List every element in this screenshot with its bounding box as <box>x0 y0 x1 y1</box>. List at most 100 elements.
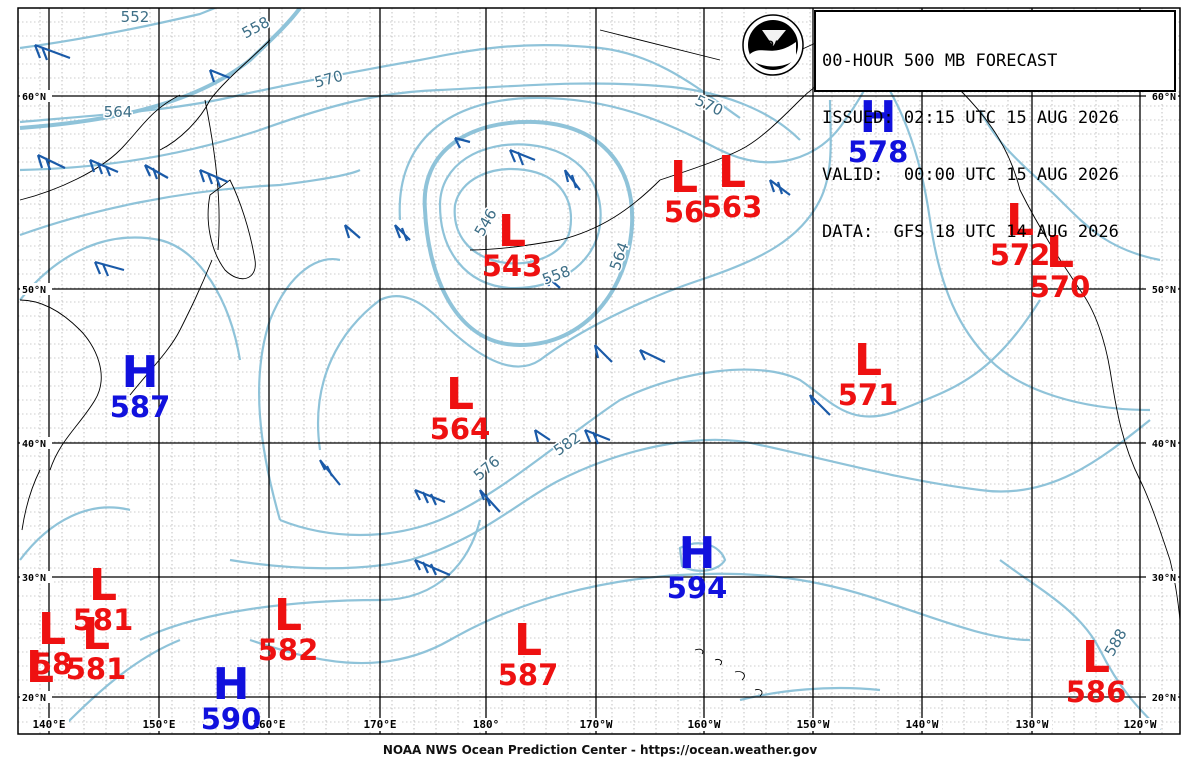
center-value: 581 <box>66 652 127 686</box>
center-letter: H <box>122 347 159 398</box>
longitude-label: 150°E <box>142 718 175 731</box>
contour-576b <box>258 258 341 521</box>
contour-552 <box>19 8 216 50</box>
kamchatka-coast <box>159 39 271 280</box>
wind-barb <box>319 459 341 486</box>
sakhalin-coast <box>179 99 220 331</box>
latitude-label: 50°N <box>22 285 46 296</box>
low-pressure-center: L56 <box>664 152 704 229</box>
wind-barb <box>563 169 581 191</box>
contour-564b <box>398 59 881 221</box>
wind-barb <box>343 224 361 239</box>
wind-barb <box>454 136 471 149</box>
wind-barb <box>414 558 451 577</box>
longitude-label: 170°W <box>579 718 612 731</box>
contour-label: 570 <box>313 67 345 92</box>
wind-barb <box>88 158 119 177</box>
longitude-labels: 140°E 150°E 160°E 170°E 180° 170°W 160°W 150°W 1… <box>29 718 1160 731</box>
contour-546 <box>453 167 572 265</box>
center-letter: L <box>1082 632 1110 683</box>
latitude-label: 40°N <box>22 439 46 450</box>
center-letter: L <box>1046 227 1074 278</box>
japan-coast <box>19 299 102 531</box>
contour-588b <box>59 638 181 731</box>
asia-coast-nw <box>19 94 181 201</box>
longitude-label: 140°W <box>905 718 938 731</box>
center-letter: L <box>498 206 526 257</box>
wind-barb <box>478 489 501 513</box>
wind-barb <box>393 224 411 242</box>
title-line-forecast: 00-HOUR 500 MB FORECAST <box>822 51 1058 71</box>
wind-barb <box>143 164 169 180</box>
wind-barb <box>533 429 551 443</box>
wind-barb <box>593 344 613 363</box>
wind-barb <box>768 179 791 196</box>
wind-barb <box>208 68 231 83</box>
contour-label: 576 <box>470 452 504 484</box>
contour-576 <box>316 99 832 451</box>
wind-barb <box>36 154 66 171</box>
low-pressure-center: L58 <box>32 604 72 681</box>
center-value: 564 <box>430 412 491 446</box>
latitude-label: 30°N <box>1152 573 1176 584</box>
center-letter: H <box>213 659 250 710</box>
contour-570b <box>19 168 361 237</box>
contour-label: 552 <box>121 8 150 26</box>
latitude-labels: 60°N 60°N 50°N 50°N 40°N 40°N 30°N 30°N 20°N 20°N <box>20 90 1178 704</box>
center-value: 587 <box>110 390 171 424</box>
center-value: 571 <box>838 378 899 412</box>
longitude-label: 160°E <box>252 718 285 731</box>
hawaii-islands <box>694 648 763 697</box>
center-letter: L <box>38 604 66 655</box>
contour-582 <box>279 299 1041 537</box>
center-letter: L <box>514 615 542 666</box>
height-contours <box>19 8 1161 731</box>
footer-credit: NOAA NWS Ocean Prediction Center - https… <box>382 743 818 757</box>
contour-588c <box>249 572 1031 665</box>
aleutian-chain <box>469 179 661 251</box>
center-value: 590 <box>201 702 262 736</box>
center-value: 586 <box>1066 675 1127 709</box>
longitude-label: 150°W <box>796 718 829 731</box>
contour-558 <box>19 8 302 130</box>
center-letter: L <box>82 609 110 660</box>
latitude-label: 60°N <box>1152 92 1176 103</box>
center-value: 578 <box>848 135 909 169</box>
center-value: 582 <box>258 633 319 667</box>
forecast-title-box: 00-HOUR 500 MB FORECAST ISSUED: 02:15 UT… <box>814 10 1176 242</box>
center-letter: L <box>718 147 746 198</box>
contour-west <box>19 236 242 361</box>
wind-barb <box>33 43 71 61</box>
center-value: 56 <box>664 195 704 229</box>
longitude-label: 170°E <box>363 718 396 731</box>
title-line-issued: ISSUED: 02:15 UTC 15 AUG 2026 <box>822 108 1119 128</box>
contour-588d <box>999 559 1161 731</box>
contour-594 <box>678 542 727 572</box>
center-value: 581 <box>73 603 134 637</box>
center-value: 543 <box>482 249 543 283</box>
longitude-label: 180° <box>473 718 500 731</box>
latitude-label: 60°N <box>22 92 46 103</box>
wind-barbs <box>33 43 831 577</box>
center-letter: L <box>1006 195 1034 246</box>
center-letter: H <box>860 92 897 143</box>
center-letter: L <box>854 335 882 386</box>
longitude-label: 130°W <box>1015 718 1048 731</box>
wind-barb <box>508 148 536 166</box>
center-value: 563 <box>702 190 763 224</box>
latitude-label: 30°N <box>22 573 46 584</box>
logo-text: NOAA <box>759 40 788 50</box>
center-letter: L <box>26 642 54 693</box>
center-letter: H <box>679 528 716 579</box>
